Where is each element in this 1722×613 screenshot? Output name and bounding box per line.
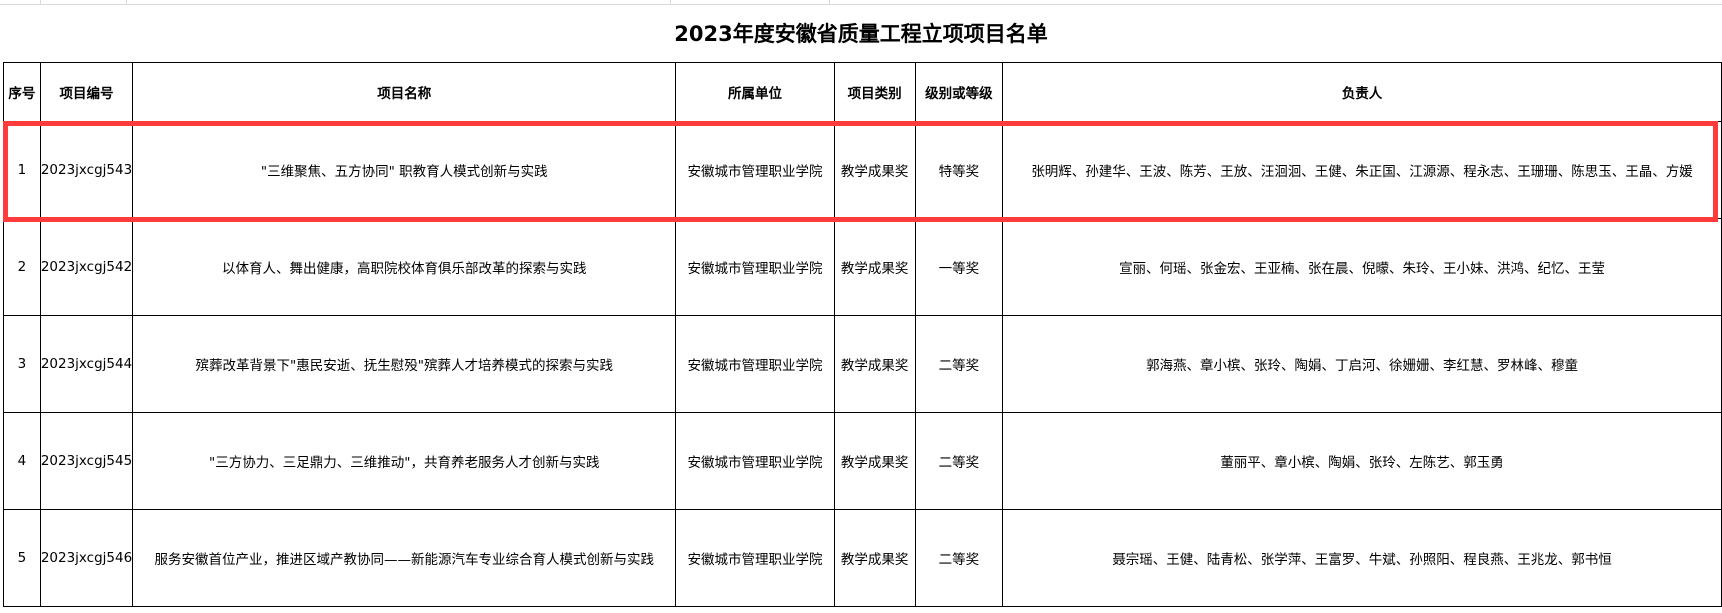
cell-name: "三维聚焦、五方协同" 职教育人模式创新与实践 [132,121,677,219]
table-row: 3 2023jxcgj544 殡葬改革背景下"惠民安逝、抚生慰殁"殡葬人才培养模… [3,315,1722,413]
cell-leaders: 郭海燕、章小槟、张玲、陶娟、丁启河、徐姗姗、李红慧、罗林峰、穆童 [1002,315,1722,413]
cell-code: 2023jxcgj546 [39,509,134,607]
header-level: 级别或等级 [914,62,1004,122]
cell-code: 2023jxcgj544 [39,315,134,413]
header-code: 项目编号 [39,62,134,122]
header-category: 项目类别 [833,62,916,122]
table-row: 5 2023jxcgj546 服务安徽首位产业，推进区域产教协同——新能源汽车专… [3,509,1722,607]
cell-leaders: 张明辉、孙建华、王波、陈芳、王放、汪洄洄、王健、朱正国、江源源、程永志、王珊珊、… [1002,121,1722,219]
sheet-gridline [0,0,127,5]
page-title: 2023年度安徽省质量工程立项项目名单 [674,22,1048,46]
cell-category: 教学成果奖 [833,412,916,510]
cell-unit: 安徽城市管理职业学院 [675,315,835,413]
cell-level: 二等奖 [914,509,1004,607]
cell-unit: 安徽城市管理职业学院 [675,412,835,510]
cell-no: 3 [3,315,41,413]
cell-name: "三方协力、三足鼎力、三维推动"，共育养老服务人才创新与实践 [132,412,677,510]
cell-no: 2 [3,218,41,316]
cell-code: 2023jxcgj545 [39,412,134,510]
header-unit: 所属单位 [675,62,835,122]
header-no: 序号 [3,62,41,122]
cell-leaders: 董丽平、章小槟、陶娟、张玲、左陈艺、郭玉勇 [1002,412,1722,510]
cell-level: 二等奖 [914,412,1004,510]
cell-level: 二等奖 [914,315,1004,413]
sheet-gridline [0,0,830,5]
cell-no: 5 [3,509,41,607]
cell-category: 教学成果奖 [833,218,916,316]
sheet-gridline [0,0,41,5]
table-row: 2 2023jxcgj542 以体育人、舞出健康，高职院校体育俱乐部改革的探索与… [3,218,1722,316]
table-row: 4 2023jxcgj545 "三方协力、三足鼎力、三维推动"，共育养老服务人才… [3,412,1722,510]
cell-no: 1 [3,121,41,219]
cell-unit: 安徽城市管理职业学院 [675,509,835,607]
cell-leaders: 聂宗瑶、王健、陆青松、张学萍、王富罗、牛斌、孙照阳、程良燕、王兆龙、郭书恒 [1002,509,1722,607]
cell-level: 特等奖 [914,121,1004,219]
cell-leaders: 宣丽、何瑶、张金宏、王亚楠、张在晨、倪曚、朱玲、王小妹、洪鸿、纪忆、王莹 [1002,218,1722,316]
project-table: 序号 项目编号 项目名称 所属单位 项目类别 级别或等级 负责人 1 2023j… [3,62,1722,607]
cell-level: 一等奖 [914,218,1004,316]
sheet-gridline [0,4,1722,5]
sheet-gridline [0,0,671,5]
cell-no: 4 [3,412,41,510]
cell-category: 教学成果奖 [833,509,916,607]
cell-name: 殡葬改革背景下"惠民安逝、抚生慰殁"殡葬人才培养模式的探索与实践 [132,315,677,413]
header-leaders: 负责人 [1002,62,1722,122]
cell-category: 教学成果奖 [833,121,916,219]
cell-code: 2023jxcgj542 [39,218,134,316]
table-row: 1 2023jxcgj543 "三维聚焦、五方协同" 职教育人模式创新与实践 安… [3,121,1722,219]
header-name: 项目名称 [132,62,677,122]
cell-unit: 安徽城市管理职业学院 [675,218,835,316]
cell-category: 教学成果奖 [833,315,916,413]
cell-name: 以体育人、舞出健康，高职院校体育俱乐部改革的探索与实践 [132,218,677,316]
cell-code: 2023jxcgj543 [39,121,134,219]
cell-unit: 安徽城市管理职业学院 [675,121,835,219]
cell-name: 服务安徽首位产业，推进区域产教协同——新能源汽车专业综合育人模式创新与实践 [132,509,677,607]
header-row: 序号 项目编号 项目名称 所属单位 项目类别 级别或等级 负责人 [3,62,1722,122]
